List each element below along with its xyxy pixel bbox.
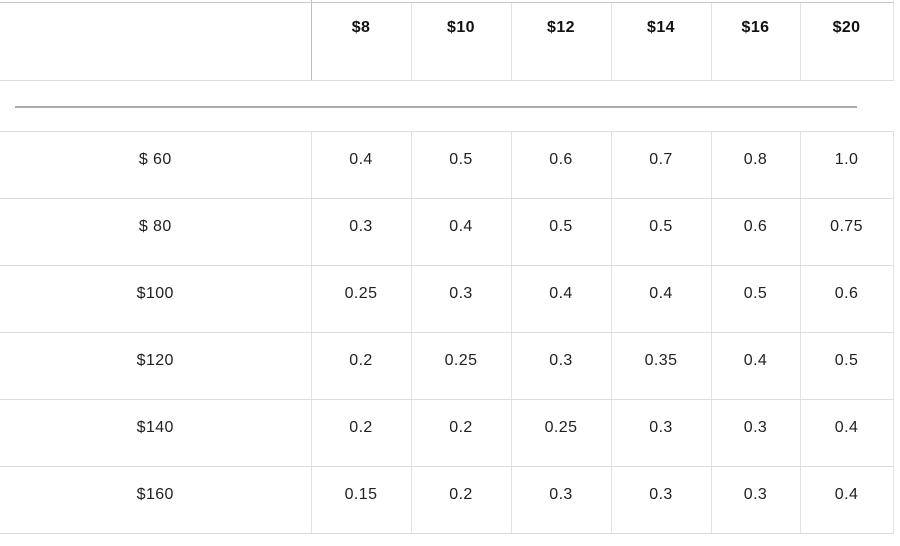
- separator-cell: [0, 81, 893, 132]
- value-cell: 0.6: [711, 199, 800, 266]
- row-label-cell: $120: [0, 333, 311, 400]
- value-cell: 0.3: [611, 400, 711, 467]
- separator-row: [0, 81, 893, 132]
- bottom-cutoff-cell: [0, 534, 893, 546]
- row-label-cell: $ 80: [0, 199, 311, 266]
- value-cell: 0.6: [800, 266, 893, 333]
- value-cell: 0.2: [411, 467, 511, 534]
- row-label-cell: $ 60: [0, 132, 311, 199]
- value-cell: 0.3: [511, 467, 611, 534]
- value-cell: 0.3: [311, 199, 411, 266]
- value-cell: 0.25: [411, 333, 511, 400]
- value-cell: 0.2: [311, 400, 411, 467]
- value-cell: 0.35: [611, 333, 711, 400]
- value-cell: 0.25: [311, 266, 411, 333]
- value-cell: 0.4: [511, 266, 611, 333]
- value-cell: 0.5: [511, 199, 611, 266]
- value-cell: 0.3: [711, 400, 800, 467]
- table-row: $ 80 0.3 0.4 0.5 0.5 0.6 0.75: [0, 199, 893, 266]
- value-cell: 0.3: [711, 467, 800, 534]
- table-row: $ 60 0.4 0.5 0.6 0.7 0.8 1.0: [0, 132, 893, 199]
- value-cell: 0.6: [511, 132, 611, 199]
- value-cell: 0.3: [611, 467, 711, 534]
- value-cell: 0.5: [411, 132, 511, 199]
- column-header: $8: [311, 3, 411, 81]
- value-cell: 0.3: [511, 333, 611, 400]
- value-cell: 0.4: [311, 132, 411, 199]
- horizontal-divider: [15, 106, 857, 108]
- table-row: $120 0.2 0.25 0.3 0.35 0.4 0.5: [0, 333, 893, 400]
- value-cell: 0.4: [711, 333, 800, 400]
- bottom-cutoff-row: [0, 534, 893, 546]
- column-header-row: $8 $10 $12 $14 $16 $20: [0, 3, 893, 81]
- column-header: $20: [800, 3, 893, 81]
- column-header: $12: [511, 3, 611, 81]
- value-cell: 0.7: [611, 132, 711, 199]
- value-cell: 0.2: [411, 400, 511, 467]
- row-label-cell: $160: [0, 467, 311, 534]
- value-cell: 1.0: [800, 132, 893, 199]
- value-cell: 0.4: [411, 199, 511, 266]
- value-cell: 0.75: [800, 199, 893, 266]
- value-cell: 0.4: [800, 400, 893, 467]
- value-cell: 0.3: [411, 266, 511, 333]
- value-cell: 0.2: [311, 333, 411, 400]
- table-row: $140 0.2 0.2 0.25 0.3 0.3 0.4: [0, 400, 893, 467]
- value-cell: 0.5: [800, 333, 893, 400]
- value-cell: 0.15: [311, 467, 411, 534]
- row-label-cell: $100: [0, 266, 311, 333]
- value-cell: 0.8: [711, 132, 800, 199]
- column-header: $14: [611, 3, 711, 81]
- value-cell: 0.4: [800, 467, 893, 534]
- table-row: $100 0.25 0.3 0.4 0.4 0.5 0.6: [0, 266, 893, 333]
- table-row: $160 0.15 0.2 0.3 0.3 0.3 0.4: [0, 467, 893, 534]
- value-cell: 0.5: [711, 266, 800, 333]
- value-cell: 0.5: [611, 199, 711, 266]
- value-cell: 0.4: [611, 266, 711, 333]
- row-label-cell: $140: [0, 400, 311, 467]
- value-cell: 0.25: [511, 400, 611, 467]
- column-header: $16: [711, 3, 800, 81]
- corner-header-cell: [0, 3, 311, 81]
- column-header: $10: [411, 3, 511, 81]
